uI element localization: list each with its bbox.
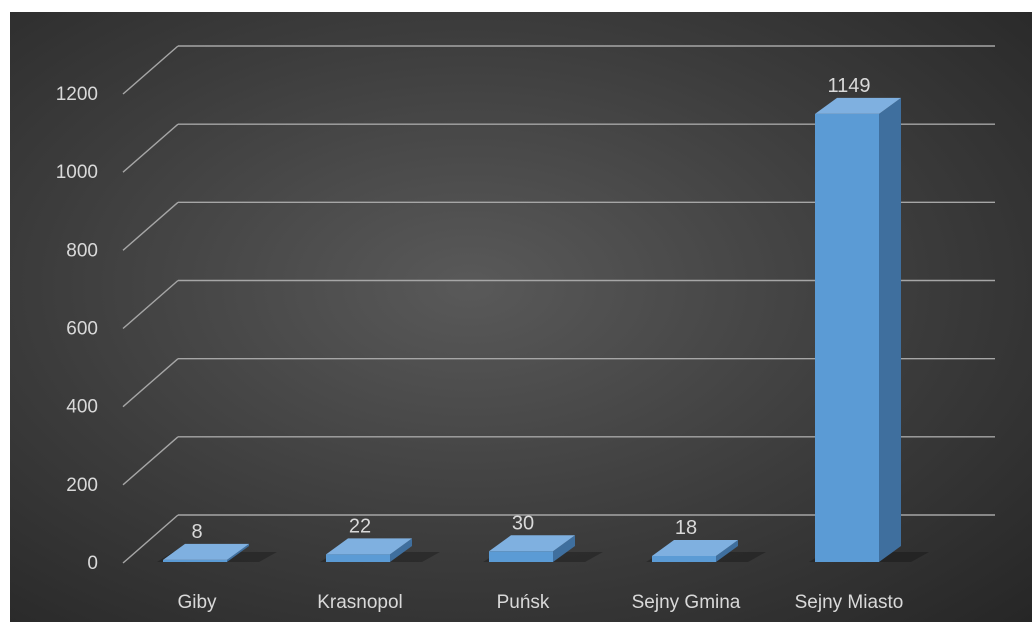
bar-front bbox=[815, 113, 879, 563]
bar-top bbox=[326, 538, 412, 555]
bar-front bbox=[652, 555, 716, 562]
gridline-depth bbox=[122, 279, 179, 330]
gridline-depth bbox=[122, 45, 179, 95]
bar-side bbox=[716, 539, 738, 562]
chart-area: 0 200 400 600 800 1000 1200 8 22 30 18 1149 Giby Kr… bbox=[10, 12, 1032, 622]
bar-top bbox=[163, 543, 249, 560]
bar-top bbox=[652, 539, 738, 556]
bar-front bbox=[489, 551, 553, 562]
bar bbox=[157, 543, 277, 562]
y-tick-label: 600 bbox=[66, 319, 98, 340]
bar-front bbox=[326, 554, 390, 562]
bar-side bbox=[879, 97, 901, 563]
data-label: 18 bbox=[675, 517, 697, 539]
bar bbox=[646, 539, 766, 562]
data-label: 22 bbox=[349, 515, 371, 537]
gridline-depth bbox=[122, 201, 179, 251]
x-tick-label: Sejny Miasto bbox=[795, 592, 904, 613]
data-label: 30 bbox=[512, 512, 534, 534]
bar-front bbox=[163, 559, 227, 562]
data-labels: 8 22 30 18 1149 bbox=[191, 75, 870, 543]
y-tick-label: 0 bbox=[87, 553, 98, 574]
bar-top bbox=[815, 97, 901, 114]
bar-top bbox=[489, 535, 575, 552]
data-label: 8 bbox=[191, 521, 202, 543]
y-tick-label: 1200 bbox=[56, 84, 98, 105]
x-tick-label: Giby bbox=[177, 592, 217, 613]
bar bbox=[809, 97, 929, 563]
data-label: 1149 bbox=[827, 75, 870, 97]
y-tick-label: 400 bbox=[66, 397, 98, 418]
x-tick-label: Sejny Gmina bbox=[632, 592, 741, 613]
x-tick-label: Krasnopol bbox=[317, 592, 403, 613]
bar-side bbox=[227, 543, 249, 562]
gridline-depth bbox=[122, 514, 179, 564]
bar bbox=[320, 538, 440, 562]
y-tick-label: 800 bbox=[66, 240, 98, 261]
gridline-depth bbox=[122, 436, 179, 486]
bars bbox=[157, 97, 929, 563]
y-tick-label: 200 bbox=[66, 475, 98, 496]
bar-chart: 0 200 400 600 800 1000 1200 8 22 30 18 1149 Giby Kr… bbox=[56, 45, 995, 613]
bar-side bbox=[390, 538, 412, 562]
y-tick-label: 1000 bbox=[56, 162, 98, 183]
x-axis-ticks: Giby Krasnopol Puńsk Sejny Gmina Sejny Miast… bbox=[177, 592, 903, 613]
bar bbox=[483, 535, 603, 562]
gridline-depth bbox=[122, 123, 179, 173]
bar-side bbox=[553, 535, 575, 562]
gridline-depth bbox=[122, 358, 179, 408]
y-axis-ticks: 0 200 400 600 800 1000 1200 bbox=[56, 84, 98, 574]
x-tick-label: Puńsk bbox=[497, 592, 550, 613]
